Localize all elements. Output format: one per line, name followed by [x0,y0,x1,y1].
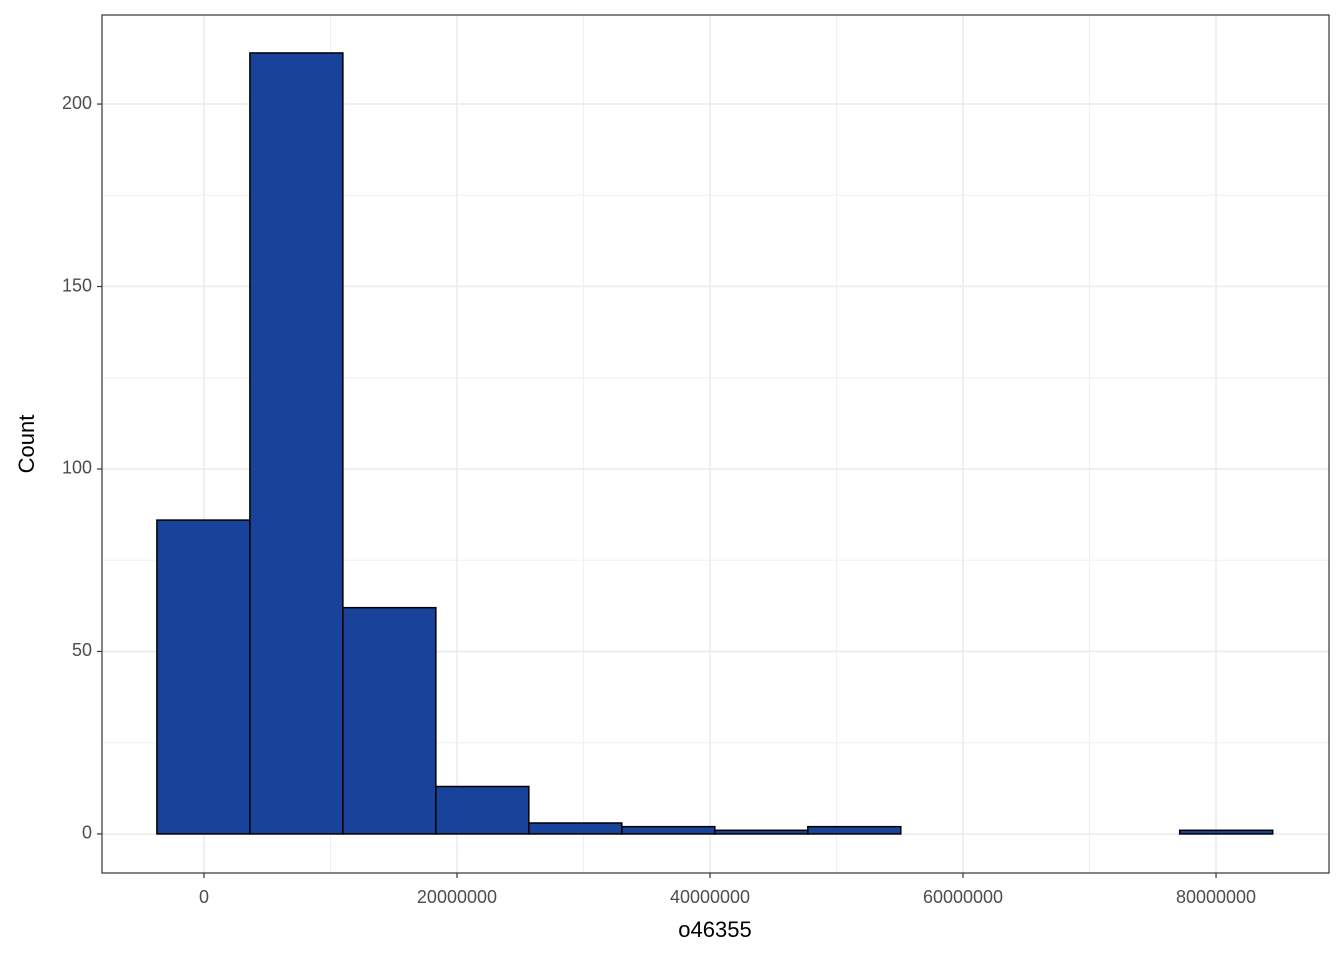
bar [342,606,437,835]
bar [714,829,809,835]
x-tick-label: 40000000 [670,887,750,907]
y-axis-title: Count [14,415,39,474]
x-tick-label: 60000000 [923,887,1003,907]
panel-border [101,14,1330,874]
x-tick-label: 0 [199,887,209,907]
bar [435,785,530,835]
bar [807,825,902,835]
bar [249,52,344,835]
y-tick-label: 150 [62,275,92,295]
x-tick-label: 20000000 [417,887,497,907]
x-tick-label: 80000000 [1176,887,1256,907]
x-axis-title: o46355 [678,917,751,942]
bar [528,822,623,835]
bar [1178,829,1274,835]
bar [156,519,251,835]
bar [621,825,716,835]
y-tick-label: 50 [72,640,92,660]
y-tick-label: 200 [62,93,92,113]
y-tick-label: 0 [82,823,92,843]
y-tick-label: 100 [62,458,92,478]
